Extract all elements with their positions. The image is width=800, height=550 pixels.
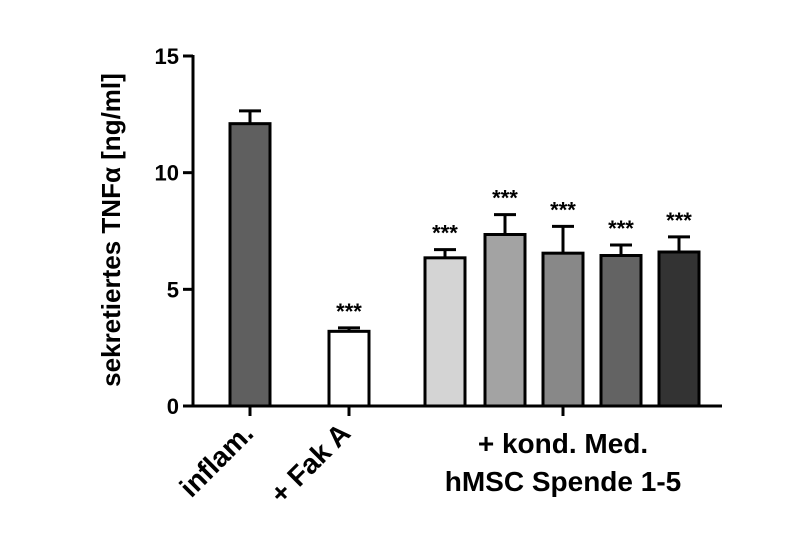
bar xyxy=(599,254,643,408)
bar xyxy=(541,251,585,408)
bar xyxy=(483,233,527,408)
bars xyxy=(228,109,701,408)
y-tick-label: 15 xyxy=(155,44,179,69)
significance-label: *** xyxy=(666,208,692,233)
y-tick-label: 0 xyxy=(167,394,179,419)
significance-label: *** xyxy=(336,299,362,324)
y-tick-label: 10 xyxy=(155,161,179,186)
y-tick-label: 5 xyxy=(167,277,179,302)
category-label-kond-med: + kond. Med. xyxy=(478,428,648,459)
bar xyxy=(327,329,371,408)
bar xyxy=(423,256,467,408)
significance-label: *** xyxy=(608,216,634,241)
significance-label: *** xyxy=(432,221,458,246)
significance-label: *** xyxy=(492,186,518,211)
labels: *** *** *** *** *** *** xyxy=(336,186,692,324)
category-label-hmsc-spende: hMSC Spende 1-5 xyxy=(445,466,681,497)
bar xyxy=(657,250,701,408)
significance-label: *** xyxy=(550,197,576,222)
y-axis-title: sekretiertes TNFα [ng/ml] xyxy=(96,73,126,387)
bar xyxy=(228,122,272,408)
category-label-inflam: inflam. xyxy=(174,417,260,503)
category-label-fak-a: + Fak A xyxy=(264,417,356,509)
